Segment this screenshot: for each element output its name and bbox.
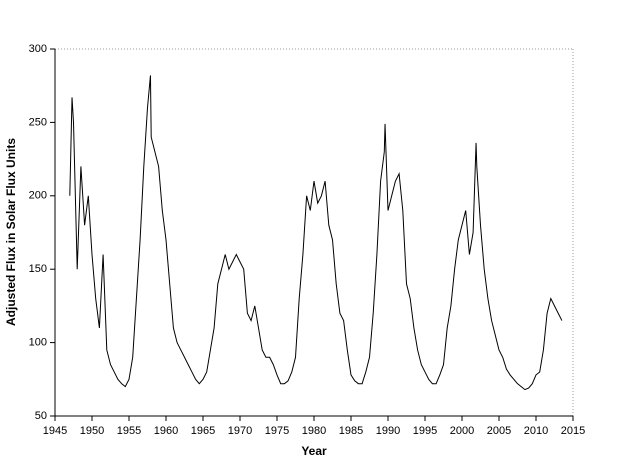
x-tick-label: 1965 — [191, 425, 215, 437]
x-tick-label: 1995 — [413, 425, 437, 437]
x-tick-label: 2000 — [450, 425, 474, 437]
x-tick-label: 1950 — [80, 425, 104, 437]
y-tick-label: 300 — [29, 43, 47, 55]
y-axis-label: Adjusted Flux in Solar Flux Units — [4, 138, 18, 326]
x-tick-label: 2015 — [561, 425, 585, 437]
y-tick-label: 100 — [29, 337, 47, 349]
y-tick-label: 50 — [35, 410, 47, 422]
y-tick-label: 150 — [29, 263, 47, 275]
y-tick-label: 200 — [29, 190, 47, 202]
x-tick-label: 1960 — [154, 425, 178, 437]
x-tick-label: 1955 — [117, 425, 141, 437]
data-line — [69, 75, 563, 391]
x-axis-label: Year — [301, 444, 327, 458]
x-tick-label: 1970 — [228, 425, 252, 437]
x-tick-label: 1945 — [43, 425, 67, 437]
x-tick-label: 1990 — [376, 425, 400, 437]
x-tick-label: 1975 — [265, 425, 289, 437]
y-tick-label: 250 — [29, 116, 47, 128]
x-tick-label: 1980 — [302, 425, 326, 437]
x-tick-label: 2010 — [524, 425, 548, 437]
x-tick-label: 1985 — [339, 425, 363, 437]
x-tick-label: 2005 — [487, 425, 511, 437]
